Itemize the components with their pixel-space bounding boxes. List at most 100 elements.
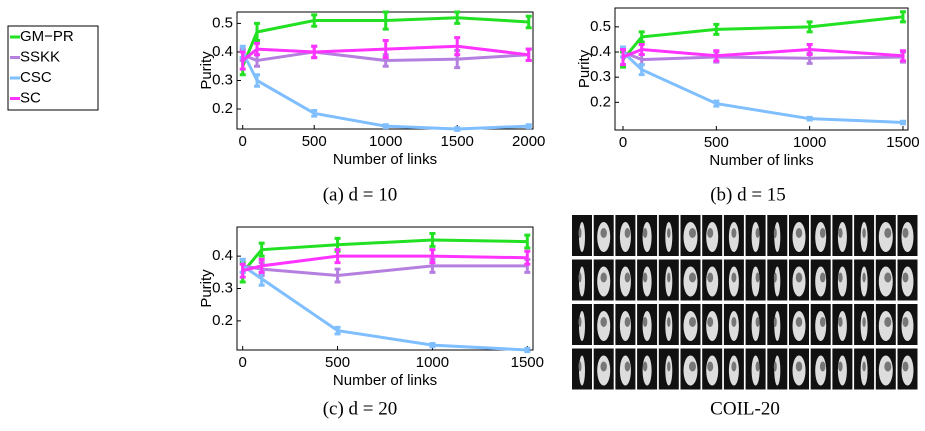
object-shade bbox=[731, 228, 737, 238]
object-shade bbox=[795, 317, 803, 327]
error-bar bbox=[258, 241, 265, 258]
x-tick-label: 1000 bbox=[369, 133, 402, 150]
y-tick-label: 0.4 bbox=[590, 43, 611, 60]
x-tick-label: 1000 bbox=[416, 354, 449, 371]
x-tick-label: 1500 bbox=[511, 354, 544, 371]
object-shape bbox=[619, 266, 631, 297]
error-bar bbox=[311, 13, 318, 28]
object-shade bbox=[731, 361, 737, 372]
object-shade bbox=[819, 272, 826, 283]
plot-frame bbox=[236, 11, 534, 130]
object-shade bbox=[667, 228, 671, 238]
object-shade bbox=[902, 361, 909, 372]
object-shade bbox=[667, 317, 671, 327]
image-caption: COIL-20 bbox=[710, 398, 780, 419]
caption: (c) d = 20 bbox=[323, 398, 398, 419]
error-bar bbox=[620, 48, 627, 67]
error-bar bbox=[429, 342, 436, 349]
object-shade bbox=[902, 317, 909, 327]
x-axis-label: Number of links bbox=[333, 151, 437, 168]
image-grid bbox=[570, 213, 920, 391]
error-bar bbox=[429, 231, 436, 248]
x-tick-label: 0 bbox=[619, 134, 627, 151]
object-shade bbox=[600, 317, 607, 327]
object-shade bbox=[689, 228, 696, 238]
x-tick-label: 500 bbox=[302, 133, 327, 150]
y-tick-label: 0.2 bbox=[590, 93, 611, 110]
error-bar bbox=[806, 115, 813, 122]
object-shade bbox=[707, 228, 714, 238]
object-shape bbox=[901, 222, 914, 252]
error-bar bbox=[524, 249, 531, 266]
object-shade bbox=[624, 272, 631, 283]
legend-box bbox=[7, 25, 99, 111]
caption: (a) d = 10 bbox=[323, 184, 398, 205]
error-bar bbox=[382, 123, 389, 130]
y-tick-label: 0.4 bbox=[212, 247, 233, 264]
object-shade bbox=[884, 272, 892, 283]
error-bar bbox=[899, 49, 906, 63]
object-shade bbox=[819, 317, 826, 327]
object-shade bbox=[755, 228, 760, 238]
object-shade bbox=[707, 361, 714, 372]
error-bar bbox=[254, 21, 261, 43]
x-tick-label: 1500 bbox=[441, 133, 474, 150]
object-shade bbox=[578, 228, 582, 238]
object-shade bbox=[773, 361, 777, 372]
object-shade bbox=[755, 272, 760, 283]
error-bar bbox=[311, 44, 318, 60]
object-shade bbox=[624, 228, 631, 238]
object-shade bbox=[884, 228, 892, 238]
error-bar bbox=[334, 325, 341, 336]
legend-label: SSKK bbox=[20, 48, 60, 65]
error-bar bbox=[239, 262, 246, 279]
object-shade bbox=[689, 272, 696, 283]
object-shape bbox=[706, 355, 719, 386]
series-line bbox=[241, 44, 529, 62]
object-shade bbox=[795, 361, 803, 372]
x-tick-label: 500 bbox=[704, 134, 729, 151]
object-shade bbox=[755, 317, 760, 327]
x-tick-label: 1500 bbox=[886, 134, 919, 151]
legend-label: CSC bbox=[20, 69, 52, 86]
object-shade bbox=[689, 361, 696, 372]
object-shape bbox=[619, 311, 631, 341]
error-bar bbox=[454, 126, 461, 132]
object-shade bbox=[624, 317, 631, 327]
x-tick-label: 1000 bbox=[793, 134, 826, 151]
error-bar bbox=[454, 36, 461, 57]
error-bar bbox=[899, 10, 906, 24]
object-shade bbox=[578, 317, 582, 327]
series-line bbox=[242, 50, 529, 63]
object-shade bbox=[902, 228, 909, 238]
error-bar bbox=[638, 42, 645, 57]
legend-label: GM−PR bbox=[20, 28, 74, 45]
series-line bbox=[241, 16, 529, 67]
object-shade bbox=[819, 361, 826, 372]
error-bar bbox=[525, 14, 532, 30]
object-shade bbox=[600, 228, 607, 238]
error-bar bbox=[806, 42, 813, 57]
object-shade bbox=[773, 272, 777, 283]
object-shade bbox=[667, 361, 671, 372]
object-shade bbox=[667, 272, 671, 283]
y-tick-label: 0.2 bbox=[212, 100, 233, 117]
y-tick-label: 0.5 bbox=[212, 14, 233, 31]
y-axis-label: Purity bbox=[198, 269, 215, 308]
object-shade bbox=[902, 272, 909, 283]
object-shade bbox=[773, 317, 777, 327]
error-bar bbox=[239, 50, 246, 71]
error-bar bbox=[254, 73, 261, 88]
object-shade bbox=[642, 272, 648, 283]
y-tick-label: 0.3 bbox=[590, 68, 611, 85]
error-bar bbox=[638, 63, 645, 77]
object-shade bbox=[642, 361, 648, 372]
object-shade bbox=[707, 317, 714, 327]
y-tick-label: 0.4 bbox=[212, 43, 233, 60]
error-bar bbox=[525, 47, 532, 63]
error-bar bbox=[525, 123, 532, 130]
error-bar bbox=[638, 30, 645, 44]
object-shape bbox=[706, 311, 719, 341]
error-bar bbox=[524, 233, 531, 250]
